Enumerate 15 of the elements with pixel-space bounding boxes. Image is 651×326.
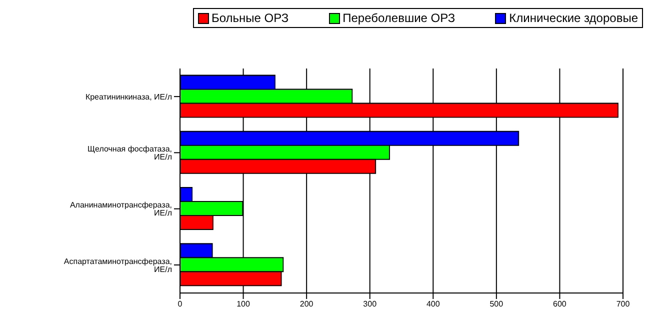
legend-label: Переболевшие ОРЗ (342, 11, 456, 25)
y-tick-label: Креатининкиназа, ИЕ/л (85, 92, 172, 102)
legend-label: Больные ОРЗ (210, 11, 289, 25)
x-tick-label: 400 (426, 300, 440, 309)
y-tick-label: Аспартатаминотрансфераза, ИЕ/л (64, 256, 172, 274)
legend-label: Клинические здоровые (508, 11, 638, 25)
y-tick-label: Щелочная фосфатаза, ИЕ/л (88, 144, 172, 162)
x-tick-label: 200 (300, 300, 314, 309)
x-tick-label: 600 (553, 300, 567, 309)
x-tick-label: 0 (178, 300, 183, 309)
x-tick-label: 700 (616, 300, 630, 309)
x-tick-label: 100 (236, 300, 251, 309)
x-tick-label: 300 (363, 300, 378, 309)
x-tick-label: 500 (490, 300, 504, 309)
y-tick-label: Аланинаминотрансфераза, ИЕ/л (70, 200, 172, 218)
